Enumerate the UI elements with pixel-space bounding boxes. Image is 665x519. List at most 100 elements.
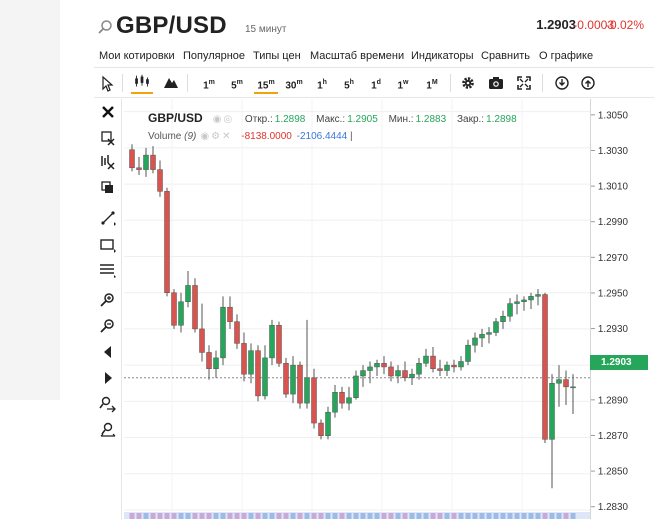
share-icon[interactable] — [580, 72, 596, 94]
candle[interactable] — [472, 332, 478, 353]
candle[interactable] — [563, 370, 569, 405]
candle[interactable] — [507, 298, 513, 322]
candle[interactable] — [157, 160, 163, 197]
zoom-in-icon[interactable] — [99, 291, 117, 309]
candle[interactable] — [402, 361, 408, 382]
volume-controls-icon[interactable]: ◉⚙✕ — [200, 131, 233, 142]
candle[interactable] — [255, 345, 261, 402]
candles-icon[interactable] — [131, 72, 153, 94]
candle[interactable] — [535, 289, 541, 306]
candle[interactable] — [528, 292, 534, 309]
candle[interactable] — [248, 343, 254, 384]
candle[interactable] — [164, 187, 170, 297]
candle[interactable] — [416, 357, 422, 380]
candle[interactable] — [241, 332, 247, 382]
candle[interactable] — [423, 348, 429, 367]
candle[interactable] — [136, 156, 142, 176]
candle[interactable] — [556, 365, 562, 407]
candle[interactable] — [150, 146, 156, 174]
candle[interactable] — [444, 361, 450, 376]
tf-15m[interactable]: 15m — [254, 72, 278, 94]
candle[interactable] — [325, 406, 331, 440]
candle[interactable] — [388, 361, 394, 382]
candle[interactable] — [206, 345, 212, 380]
candle[interactable] — [213, 350, 219, 378]
candle[interactable] — [262, 345, 268, 400]
candle[interactable] — [129, 144, 135, 172]
menu-my-quotes[interactable]: Мои котировки — [99, 50, 175, 62]
zoom-fit-icon[interactable] — [99, 395, 117, 413]
tf-1M[interactable]: 1M — [426, 79, 438, 92]
candle[interactable] — [297, 361, 303, 409]
tf-1m[interactable]: 1m — [203, 79, 215, 92]
candle[interactable] — [276, 321, 282, 367]
tf-1h[interactable]: 1h — [317, 79, 327, 92]
gear-icon[interactable] — [460, 72, 476, 94]
fibonacci-icon[interactable] — [99, 261, 117, 279]
zoom-out-icon[interactable] — [99, 317, 117, 335]
candle[interactable] — [493, 318, 499, 337]
trendline-icon[interactable] — [99, 209, 117, 227]
candle[interactable] — [409, 368, 415, 386]
candle[interactable] — [269, 319, 275, 366]
candle[interactable] — [227, 296, 233, 329]
candle[interactable] — [234, 314, 240, 349]
candle[interactable] — [570, 374, 576, 414]
scroll-left-icon[interactable] — [99, 343, 117, 361]
menu-compare[interactable]: Сравнить — [481, 50, 531, 62]
candle[interactable] — [143, 147, 149, 177]
candle[interactable] — [290, 356, 296, 404]
tf-1d[interactable]: 1d — [371, 79, 381, 92]
download-icon[interactable] — [554, 72, 570, 94]
rectangle-icon[interactable] — [99, 236, 117, 254]
candle[interactable] — [458, 356, 464, 371]
candle[interactable] — [360, 365, 366, 387]
scroll-right-icon[interactable] — [99, 369, 117, 387]
tf-5h[interactable]: 5h — [344, 79, 354, 92]
candle[interactable] — [542, 292, 548, 443]
candle[interactable] — [395, 365, 401, 384]
candle[interactable] — [479, 328, 485, 348]
candle[interactable] — [451, 359, 457, 373]
candle[interactable] — [311, 368, 317, 429]
tf-1w[interactable]: 1w — [397, 79, 409, 92]
tf-5m[interactable]: 5m — [231, 79, 243, 92]
candle[interactable] — [486, 327, 492, 344]
symbol-title[interactable]: GBP/USD — [116, 12, 227, 39]
candle[interactable] — [185, 270, 191, 308]
candle[interactable] — [521, 296, 527, 311]
copy-icon[interactable] — [99, 179, 117, 197]
candle[interactable] — [339, 386, 345, 409]
candle[interactable] — [192, 278, 198, 333]
cursor-icon[interactable] — [100, 72, 114, 94]
close-icon[interactable] — [99, 103, 117, 121]
candle[interactable] — [171, 289, 177, 329]
camera-icon[interactable] — [487, 72, 505, 94]
candle[interactable] — [283, 357, 289, 398]
candle[interactable] — [381, 356, 387, 375]
candle[interactable] — [430, 347, 436, 373]
candlestick-chart[interactable] — [124, 99, 590, 519]
candle[interactable] — [549, 374, 555, 489]
delete-indicators-icon[interactable] — [99, 153, 117, 171]
menu-indicators[interactable]: Индикаторы — [411, 50, 474, 62]
tf-30m[interactable]: 30m — [285, 79, 303, 92]
menu-popular[interactable]: Популярное — [183, 50, 246, 62]
menu-time-scale[interactable]: Масштаб времени — [310, 50, 405, 62]
candle[interactable] — [178, 292, 184, 333]
candle[interactable] — [346, 386, 352, 411]
legend-symbol-controls-icon[interactable]: ◉◎ — [212, 114, 235, 125]
delete-drawings-icon[interactable] — [99, 129, 117, 147]
candle[interactable] — [465, 339, 471, 366]
candle[interactable] — [374, 359, 380, 376]
candle[interactable] — [199, 303, 205, 362]
candle[interactable] — [304, 319, 310, 409]
candle[interactable] — [437, 359, 443, 376]
menu-price-types[interactable]: Типы цен — [253, 50, 301, 62]
candle[interactable] — [220, 296, 226, 366]
candle[interactable] — [514, 294, 520, 315]
candle[interactable] — [332, 385, 338, 418]
reset-zoom-icon[interactable] — [99, 421, 117, 439]
candle[interactable] — [353, 370, 359, 400]
search-icon[interactable] — [97, 19, 113, 35]
